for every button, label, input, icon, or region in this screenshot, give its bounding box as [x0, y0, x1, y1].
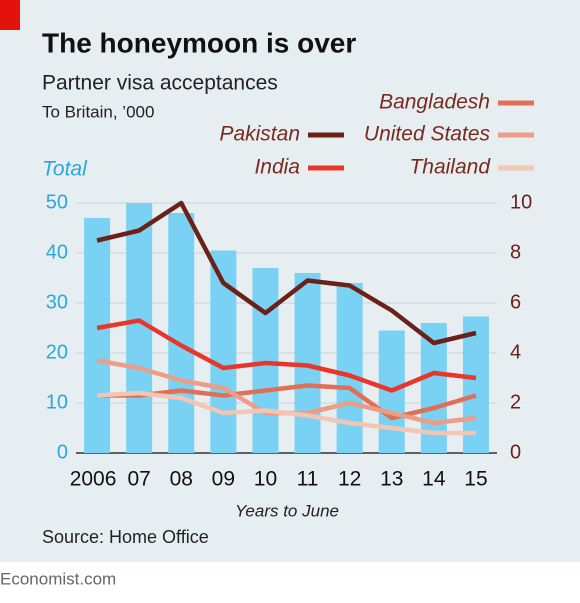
bar-series-label: Total — [42, 158, 88, 181]
unit-note: To Britain, ’000 — [42, 102, 154, 121]
y2-tick-label: 10 — [510, 191, 532, 213]
bar — [168, 213, 195, 453]
line — [96, 200, 477, 346]
x-tick-label: 07 — [127, 468, 150, 491]
footer: Economist.com — [0, 569, 116, 588]
x-axis-label: Years to June — [235, 501, 339, 520]
bar — [336, 283, 363, 453]
y-tick-label: 50 — [46, 191, 68, 213]
line — [96, 318, 477, 393]
x-tick-label: 2006 — [70, 468, 117, 491]
x-tick-label: 15 — [464, 468, 487, 491]
line — [96, 390, 476, 436]
subtitle: Partner visa acceptances — [42, 72, 278, 95]
legend-label: India — [254, 156, 300, 179]
y-tick-label: 10 — [46, 391, 68, 413]
bar — [84, 218, 111, 453]
y2-tick-label: 6 — [510, 291, 521, 313]
y2-tick-label: 8 — [510, 241, 521, 263]
x-tick-label: 12 — [338, 468, 361, 491]
y-tick-label: 20 — [46, 341, 68, 363]
y-tick-label: 40 — [46, 241, 68, 263]
x-tick-label: 08 — [170, 468, 193, 491]
y2-tick-label: 4 — [510, 341, 521, 363]
y2-tick-label: 0 — [510, 441, 521, 463]
legend-label: United States — [364, 123, 491, 146]
legend-label: Thailand — [409, 156, 491, 179]
x-tick-label: 11 — [297, 468, 319, 491]
bar — [462, 316, 489, 453]
bar — [252, 268, 279, 453]
x-tick-label: 14 — [422, 468, 446, 491]
y-tick-label: 30 — [46, 291, 68, 313]
legend-label: Bangladesh — [379, 91, 490, 114]
legend-label: Pakistan — [219, 123, 300, 146]
x-tick-label: 09 — [212, 468, 235, 491]
y2-tick-label: 2 — [510, 391, 521, 413]
chart-title: The honeymoon is over — [42, 27, 356, 58]
source: Source: Home Office — [42, 527, 209, 547]
accent — [0, 0, 20, 30]
x-tick-label: 10 — [254, 468, 277, 491]
y-tick-label: 0 — [57, 441, 68, 463]
line — [97, 383, 477, 421]
x-tick-label: 13 — [380, 468, 403, 491]
